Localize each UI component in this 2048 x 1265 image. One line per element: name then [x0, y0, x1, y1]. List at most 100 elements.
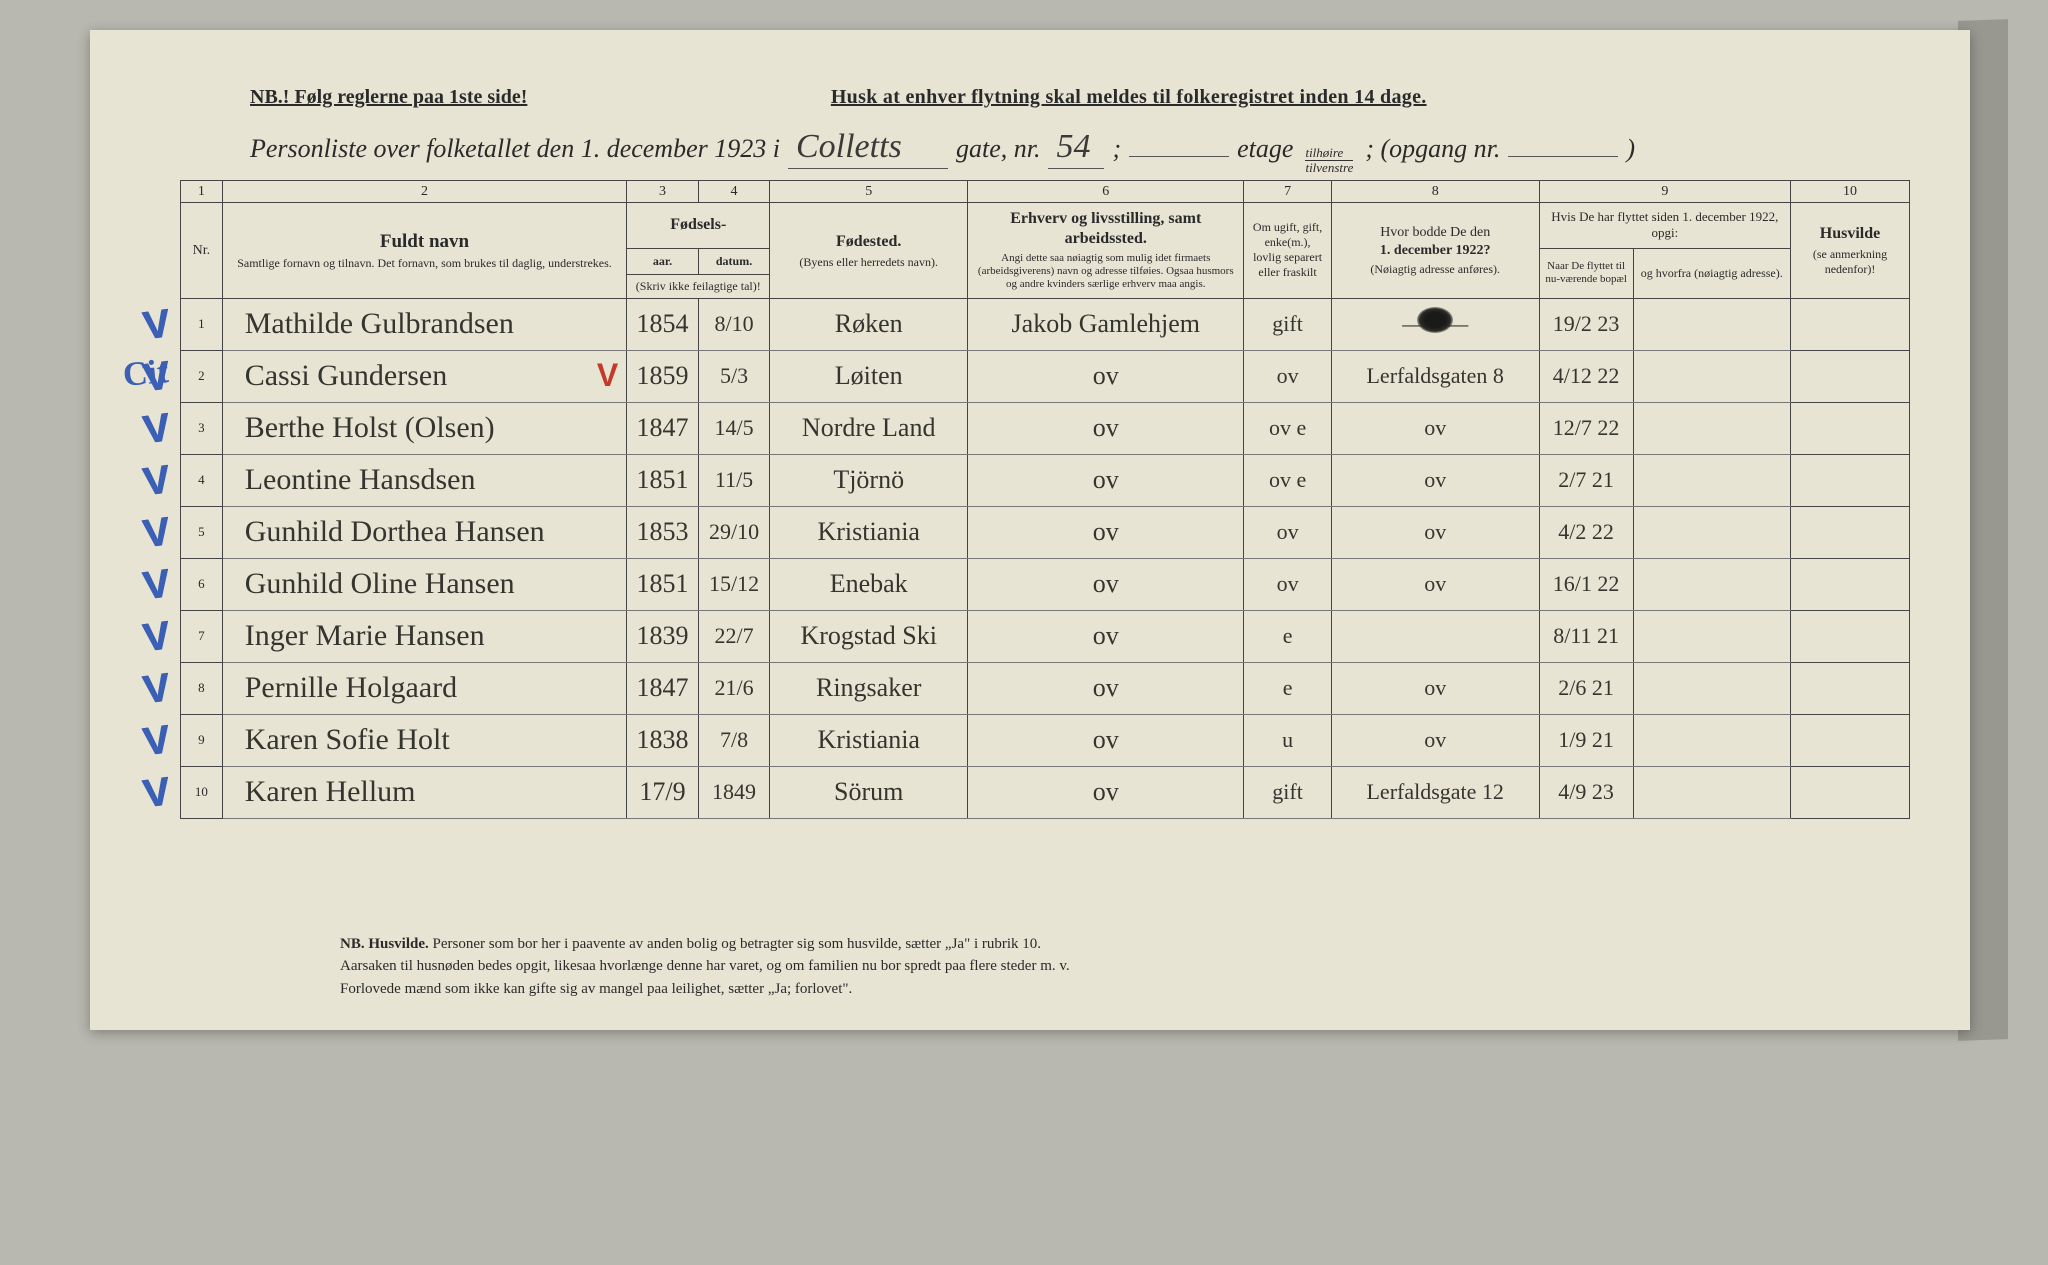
- moved-from-cell: [1633, 610, 1790, 662]
- moved-from-cell: [1633, 662, 1790, 714]
- data-rows-container: 1VMathilde Gulbrandsen18548/10RøkenJakob…: [181, 298, 1910, 818]
- birth-year-cell: 1859: [627, 350, 699, 402]
- marital-status-cell: gift: [1244, 298, 1331, 350]
- col6-header: Erhverv og livsstilling, samt arbeidsste…: [968, 203, 1244, 299]
- occupation-cell: ov: [968, 714, 1244, 766]
- col10-title: Husvilde: [1820, 225, 1880, 242]
- col2-header: Fuldt navn Samtlige fornavn og tilnavn. …: [222, 203, 627, 299]
- marital-status-cell: e: [1244, 662, 1331, 714]
- col10-sub: (se anmerkning nedenfor)!: [1797, 247, 1903, 276]
- husvilde-cell: [1791, 558, 1910, 610]
- footer-line1: Personer som bor her i paavente av anden…: [433, 936, 1041, 952]
- occupation-cell: ov: [968, 610, 1244, 662]
- table-row: 7VInger Marie Hansen183922/7Krogstad Ski…: [181, 610, 1910, 662]
- birth-date-cell: 21/6: [698, 662, 770, 714]
- husvilde-cell: [1791, 298, 1910, 350]
- table-row: 3VBerthe Holst (Olsen)184714/5Nordre Lan…: [181, 402, 1910, 454]
- col3-header: aar.: [627, 248, 699, 275]
- col7-header: Om ugift, gift, enke(m.), lovlig separer…: [1244, 203, 1331, 299]
- birthplace-cell: Røken: [770, 298, 968, 350]
- blue-checkmark-icon: V: [140, 457, 173, 505]
- ink-blot-icon: [1417, 307, 1453, 333]
- husvilde-cell: [1791, 506, 1910, 558]
- row-number: 6V: [181, 558, 223, 610]
- full-name-cell: Berthe Holst (Olsen): [222, 402, 627, 454]
- occupation-cell: ov: [968, 506, 1244, 558]
- row-number: 7V: [181, 610, 223, 662]
- marital-status-cell: ov: [1244, 350, 1331, 402]
- birth-year-cell: 1847: [627, 402, 699, 454]
- colnum-3: 3: [627, 181, 699, 203]
- col6-sub: Angi dette saa nøiagtig som mulig idet f…: [974, 252, 1237, 292]
- husvilde-cell: [1791, 610, 1910, 662]
- address-1922-cell: ov: [1331, 714, 1539, 766]
- col8-line2: 1. december 1922?: [1380, 243, 1491, 258]
- row-number: 8V: [181, 662, 223, 714]
- full-name-cell: Gunhild Dorthea Hansen: [222, 506, 627, 558]
- col2-title: Fuldt navn: [380, 231, 469, 252]
- census-table: 1 2 3 4 5 6 7 8 9 10 Nr. Fuldt navn Samt…: [180, 180, 1910, 819]
- birth-year-cell: 1851: [627, 454, 699, 506]
- address-1922-cell: ov: [1331, 506, 1539, 558]
- blue-checkmark-icon: V: [140, 717, 173, 765]
- title-prefix: Personliste over folketallet den 1. dece…: [250, 134, 780, 164]
- birth-year-cell: 1854: [627, 298, 699, 350]
- birthplace-cell: Enebak: [770, 558, 968, 610]
- address-1922-cell: ov: [1331, 662, 1539, 714]
- etage-bottom: tilvenstre: [1305, 161, 1353, 175]
- occupation-cell: ov: [968, 402, 1244, 454]
- birth-date-cell: 7/8: [698, 714, 770, 766]
- husvilde-cell: [1791, 402, 1910, 454]
- birthplace-cell: Løiten: [770, 350, 968, 402]
- birthplace-cell: Kristiania: [770, 714, 968, 766]
- full-name-cell: Mathilde Gulbrandsen: [222, 298, 627, 350]
- husvilde-cell: [1791, 350, 1910, 402]
- husvilde-cell: [1791, 714, 1910, 766]
- moved-date-cell: 16/1 22: [1539, 558, 1633, 610]
- colnum-1: 1: [181, 181, 223, 203]
- marital-status-cell: ov e: [1244, 454, 1331, 506]
- blank-field-1: [1129, 128, 1229, 157]
- colnum-10: 10: [1791, 181, 1910, 203]
- moved-date-cell: 2/7 21: [1539, 454, 1633, 506]
- header-top-row: NB.! Følg reglerne paa 1ste side! Husk a…: [250, 86, 1850, 109]
- birthplace-cell: Sörum: [770, 766, 968, 818]
- full-name-cell: Karen Hellum: [222, 766, 627, 818]
- table-row: 6VGunhild Oline Hansen185115/12Enebakovo…: [181, 558, 1910, 610]
- blue-checkmark-icon: V: [140, 561, 173, 609]
- moved-from-cell: [1633, 766, 1790, 818]
- birth-year-cell: 17/9: [627, 766, 699, 818]
- address-1922-cell: Lerfaldsgate 12: [1331, 766, 1539, 818]
- birth-date-cell: 11/5: [698, 454, 770, 506]
- footer-line3: Forlovede mænd som ikke kan gifte sig av…: [340, 981, 852, 997]
- col10-header: Husvilde (se anmerkning nedenfor)!: [1791, 203, 1910, 299]
- marital-status-cell: u: [1244, 714, 1331, 766]
- birth-date-cell: 8/10: [698, 298, 770, 350]
- cit-annotation: Cit: [121, 353, 169, 395]
- occupation-cell: ov: [968, 662, 1244, 714]
- full-name-cell: Cassi GundersenV: [222, 350, 627, 402]
- spacer: [1730, 86, 1850, 109]
- colnum-6: 6: [968, 181, 1244, 203]
- occupation-cell: ov: [968, 350, 1244, 402]
- address-1922-cell: ov: [1331, 558, 1539, 610]
- col4-header: datum.: [698, 248, 770, 275]
- moved-date-cell: 8/11 21: [1539, 610, 1633, 662]
- col9a-header: Naar De flyttet til nu-værende bopæl: [1539, 248, 1633, 298]
- birth-year-cell: 1853: [627, 506, 699, 558]
- colnum-9: 9: [1539, 181, 1790, 203]
- table-row: 1VMathilde Gulbrandsen18548/10RøkenJakob…: [181, 298, 1910, 350]
- row-number: 1V: [181, 298, 223, 350]
- marital-status-cell: ov e: [1244, 402, 1331, 454]
- opgang-label: ; (opgang nr.: [1365, 134, 1500, 164]
- birthplace-cell: Ringsaker: [770, 662, 968, 714]
- birth-date-cell: 14/5: [698, 402, 770, 454]
- col34-title: Fødsels-: [670, 216, 726, 233]
- birth-year-cell: 1851: [627, 558, 699, 610]
- occupation-cell: Jakob Gamlehjem: [968, 298, 1244, 350]
- row-number: 4V: [181, 454, 223, 506]
- col1-header: Nr.: [181, 203, 223, 299]
- address-1922-cell: [1331, 610, 1539, 662]
- table-row: 4VLeontine Hansdsen185111/5Tjörnöovov eo…: [181, 454, 1910, 506]
- marital-status-cell: ov: [1244, 558, 1331, 610]
